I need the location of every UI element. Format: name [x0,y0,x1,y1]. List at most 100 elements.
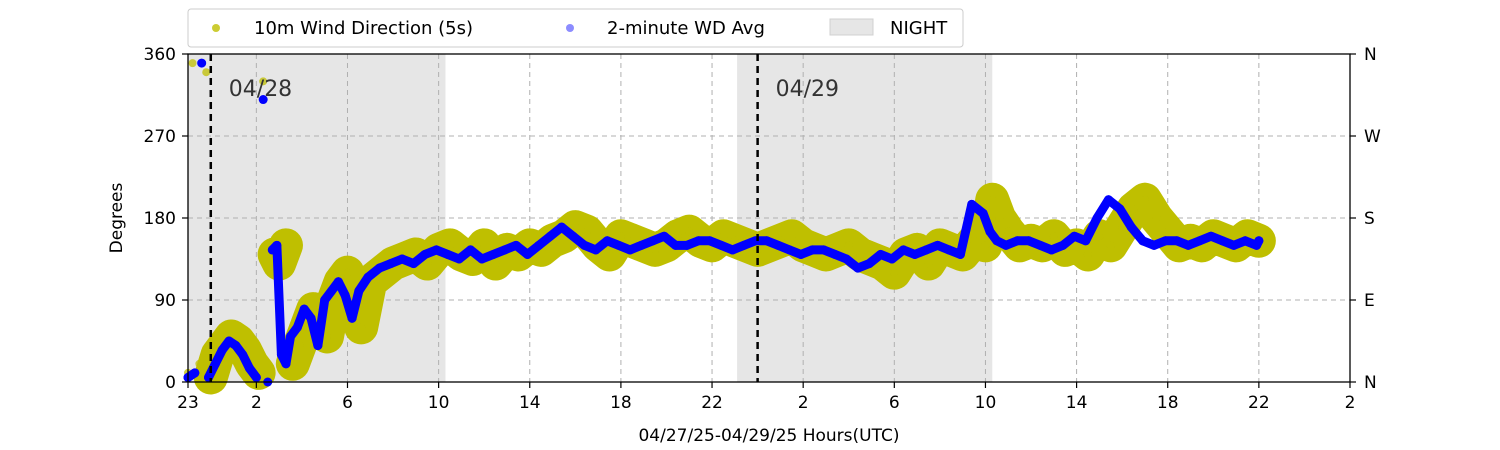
data-point [1126,222,1136,232]
data-point [673,232,682,241]
data-point [313,341,323,351]
x-tick-label-6: 22 [701,393,723,413]
y-tick-label-1: 90 [154,291,176,311]
data-point [534,240,544,250]
data-point [1195,236,1205,246]
data-point [1118,223,1127,232]
data-point [628,236,637,245]
data-point [981,241,990,250]
x-tick-label-11: 18 [1157,393,1179,413]
data-point [985,227,995,237]
compass-tick-label-1: E [1364,291,1375,311]
data-point [190,368,200,378]
data-point [286,331,296,341]
data-point [693,236,703,246]
data-point [579,240,589,250]
data-point [614,240,624,250]
x-tick-label-10: 14 [1066,393,1088,413]
data-point [728,245,738,255]
x-tick-label-9: 10 [975,393,997,413]
data-point [605,250,614,259]
data-point [853,263,863,273]
y-axis-right-ticks: N E S W N [1350,45,1381,393]
x-axis-label: 04/27/25-04/29/25 Hours(UTC) [638,426,899,446]
data-point [488,249,498,259]
data-point [682,240,692,250]
data-point [238,350,248,360]
data-point [616,232,625,241]
data-point [878,259,887,268]
data-point [944,245,954,255]
data-point [785,245,795,255]
data-point [1095,232,1104,241]
data-point [374,263,384,273]
legend-label-2: 2-minute WD Avg [607,18,765,39]
x-tick-label-5: 18 [610,393,632,413]
data-point [420,249,430,259]
y-tick-label-2: 180 [144,209,176,229]
data-point [343,268,352,277]
x-tick-label-7: 2 [798,393,809,413]
data-point [327,286,337,296]
data-point [799,241,808,250]
data-point [1072,241,1081,250]
data-point [500,245,510,255]
legend-label-3: NIGHT [890,18,948,39]
x-axis-ticks: 23 2 6 10 14 18 22 2 6 10 14 18 22 2 [177,382,1355,413]
data-point [320,295,330,305]
data-point [480,241,489,250]
x-tick-label-0: 23 [177,393,199,413]
x-tick-label-8: 6 [889,393,900,413]
data-point [685,227,694,236]
data-point [281,241,290,250]
data-point [876,249,886,259]
data-point [340,290,350,300]
data-point [1138,236,1148,246]
x-tick-label-2: 6 [342,393,353,413]
data-point [1206,231,1216,241]
data-point [636,240,646,250]
data-point [988,195,997,204]
data-point [933,240,943,250]
data-point [477,254,487,264]
data-point [1254,236,1264,246]
data-point [719,232,728,241]
data-point [281,359,291,369]
data-point [299,304,309,314]
data-point [197,58,207,68]
data-point [1172,236,1182,246]
data-point [217,345,227,355]
data-point [1092,213,1102,223]
legend-label-1: 10m Wind Direction (5s) [254,18,473,39]
data-point [955,249,965,259]
y-tick-label-3: 270 [144,127,176,147]
data-point [1103,195,1113,205]
data-point [295,341,304,350]
data-point [1058,240,1068,250]
data-point [1163,227,1172,236]
data-point [671,240,681,250]
data-point [864,259,874,269]
data-point [431,245,441,255]
data-point [651,245,660,254]
data-point [1004,227,1013,236]
data-point [1024,236,1034,246]
legend: 10m Wind Direction (5s) 2-minute WD Avg NI… [187,8,964,48]
data-point [446,241,455,250]
data-point [625,245,635,255]
data-point [1152,214,1161,222]
data-point [807,245,817,255]
data-point [1081,236,1091,246]
data-point [844,241,853,250]
data-point [1106,241,1115,250]
data-point [819,245,829,255]
data-point [511,240,521,250]
data-point [659,231,669,241]
data-point [1129,204,1138,213]
compass-tick-label-4: N [1364,45,1377,65]
data-point [568,231,578,241]
data-point [1183,240,1193,250]
data-point [739,240,749,250]
data-point [210,359,220,369]
